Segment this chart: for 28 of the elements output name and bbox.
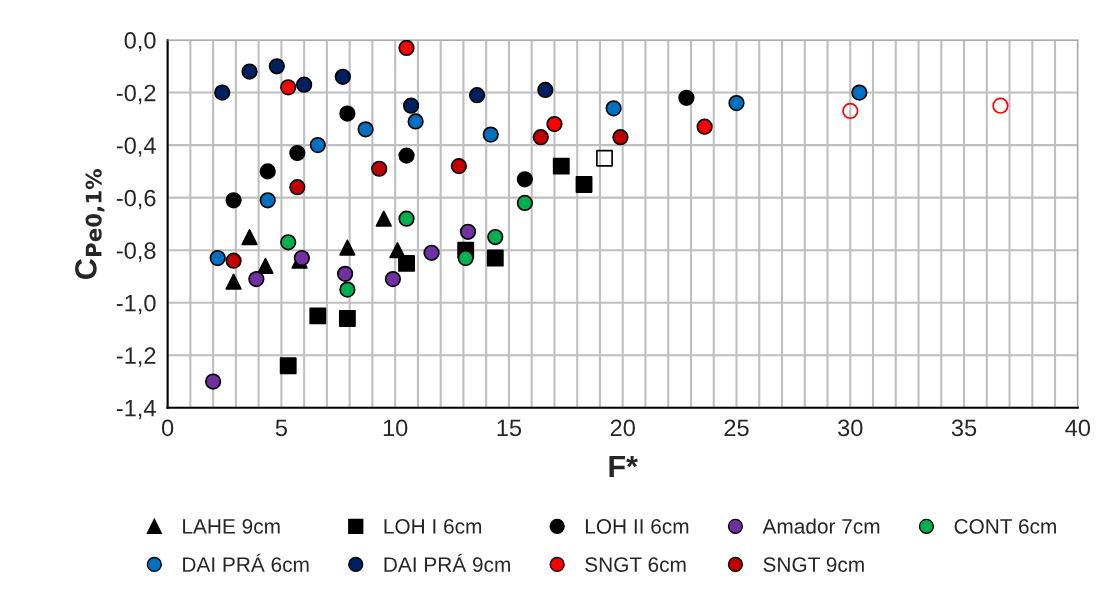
y-tick-label: -1,4 bbox=[116, 400, 156, 420]
legend-label: SNGT 6cm bbox=[585, 557, 686, 572]
x-tick-label: 5 bbox=[275, 419, 287, 437]
x-tick-label: 25 bbox=[724, 419, 749, 437]
y-tick-label: -1,2 bbox=[116, 347, 156, 367]
x-tick-label: 20 bbox=[610, 419, 635, 437]
y-axis-title: C$_{Pe0,1%}$ bbox=[75, 169, 105, 280]
legend-label: CONT 6cm bbox=[954, 519, 1056, 534]
y-tick-label: -0,2 bbox=[116, 84, 156, 105]
y-tick-label: -0,6 bbox=[116, 189, 156, 210]
x-tick-label: 35 bbox=[951, 419, 977, 437]
x-tick-label: 30 bbox=[838, 419, 863, 437]
y-tick-label: 0,0 bbox=[124, 32, 156, 52]
legend-label: LOH II 6cm bbox=[585, 519, 689, 534]
x-tick-label: 15 bbox=[497, 419, 522, 437]
legend-label: LOH I 6cm bbox=[384, 519, 482, 534]
y-tick-label: -1,0 bbox=[116, 294, 156, 315]
legend-label: Amador 7cm bbox=[762, 518, 880, 534]
x-axis-title: F* bbox=[609, 455, 638, 477]
x-tick-label: 0 bbox=[161, 419, 174, 437]
y-tick-label: -0,8 bbox=[116, 242, 156, 262]
x-tick-label: 40 bbox=[1065, 419, 1091, 437]
y-tick-label: -0,4 bbox=[116, 137, 156, 157]
legend-label: SNGT 9cm bbox=[763, 557, 864, 572]
legend-label: DAI PRÁ 9cm bbox=[384, 553, 510, 572]
legend-label: LAHE 9cm bbox=[183, 519, 280, 534]
x-tick-label: 10 bbox=[383, 419, 408, 437]
legend-label: DAI PRÁ 6cm bbox=[183, 553, 309, 572]
